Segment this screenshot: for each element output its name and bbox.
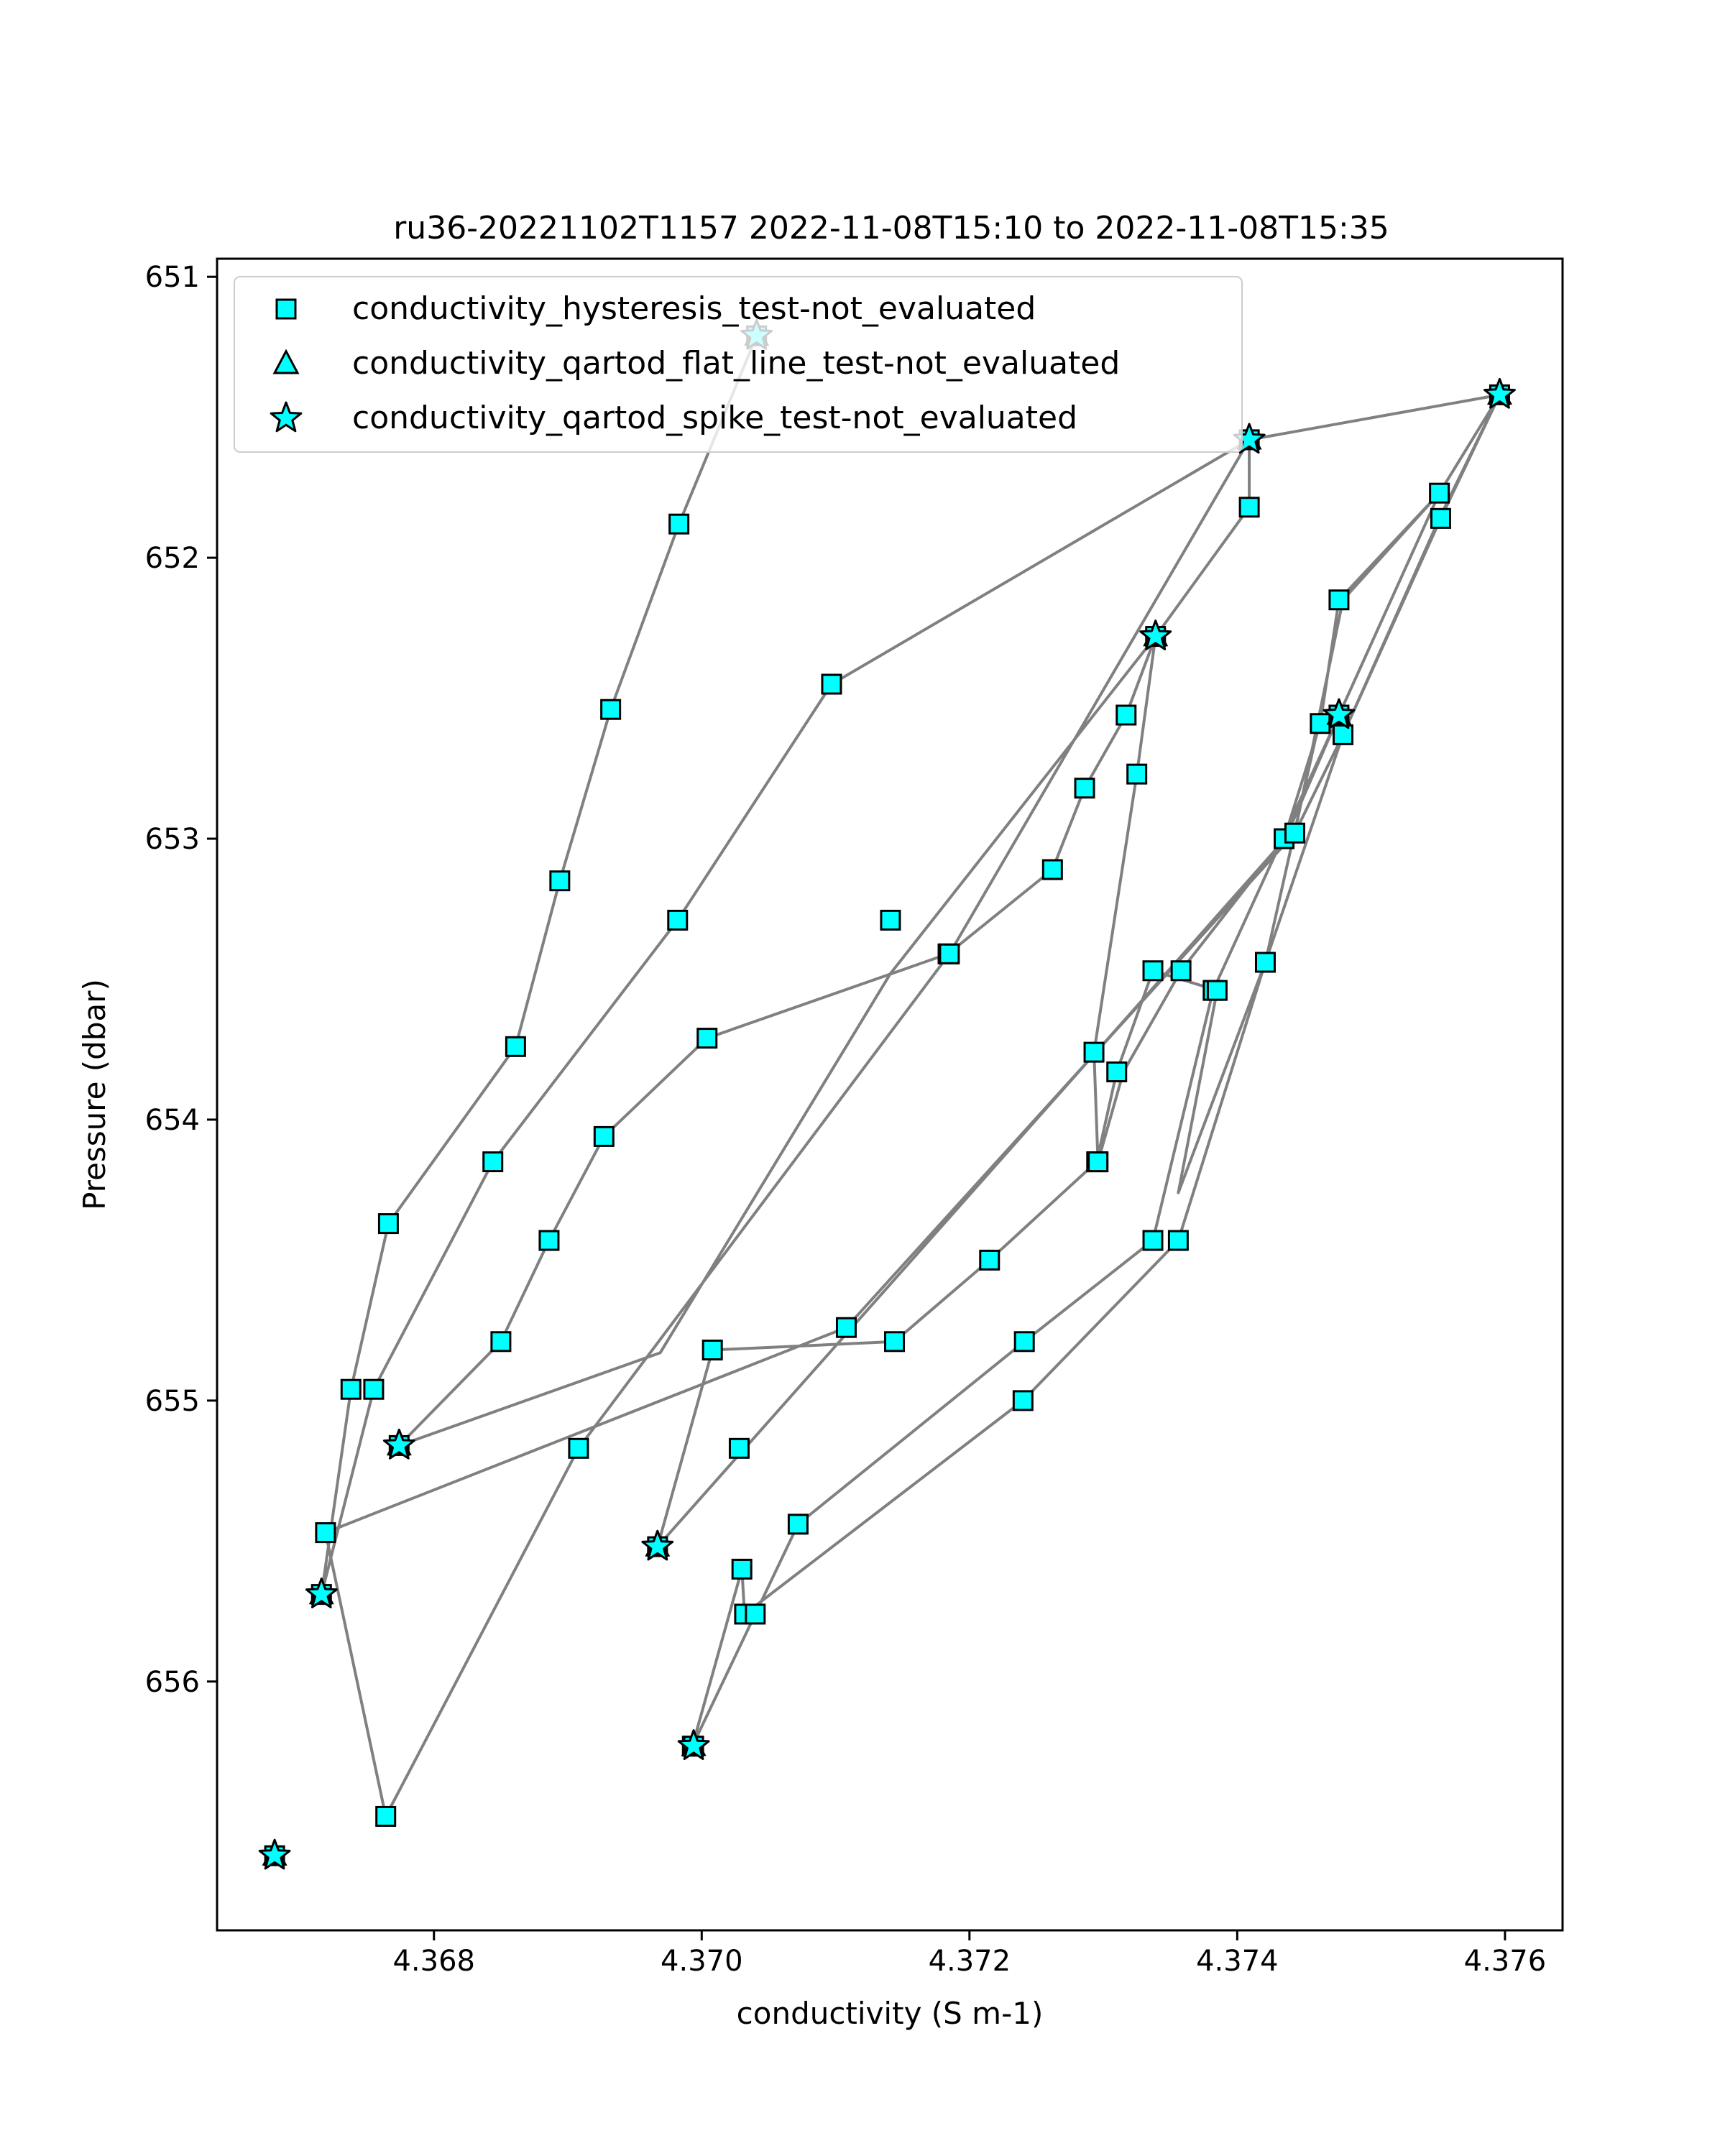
hysteresis-point [1333,724,1354,745]
hysteresis-point [505,1036,526,1057]
data-markers [258,318,1516,1870]
spike-point [305,1577,338,1608]
hysteresis-point [979,1249,1000,1271]
y-tick-label: 652 [145,542,200,575]
hysteresis-point [1074,778,1095,799]
hysteresis-point [1126,763,1148,785]
hysteresis-point [1116,704,1137,726]
hysteresis-point [340,1378,362,1400]
plot-frame [216,257,1564,1932]
spike-point [1322,698,1356,729]
hysteresis-point [1142,960,1164,982]
spike-point [1139,619,1172,650]
legend-star-marker [270,401,303,433]
y-axis-label: Pressure (dbar) [77,979,112,1210]
hysteresis-point [375,1805,397,1827]
legend-entry-label: conductivity_hysteresis_test-not_evaluat… [352,290,1036,327]
legend-entry-label: conductivity_qartod_spike_test-not_evalu… [352,400,1077,436]
hysteresis-point [731,1558,753,1580]
y-axis: 651 652 653 654 655 656 [145,261,217,1699]
hysteresis-point [377,1213,399,1235]
legend-triangle-marker [272,349,300,374]
hysteresis-point [1083,1041,1105,1063]
x-tick-label: 4.372 [929,1945,1011,1978]
hysteresis-point [745,1603,766,1625]
spike-point [258,1838,291,1870]
hysteresis-point [549,870,571,892]
hysteresis-point [363,1378,385,1400]
hysteresis-point [1012,1390,1034,1411]
y-tick-label: 655 [145,1385,200,1418]
spike-point [677,1729,710,1760]
hysteresis-point [1430,507,1451,529]
hysteresis-point [1013,1331,1035,1353]
hysteresis-point [538,1230,560,1251]
hysteresis-point [1106,1061,1128,1082]
y-tick-label: 653 [145,823,200,856]
hysteresis-point [939,943,960,964]
profile-lines [320,335,1501,1818]
legend-entry-label: conductivity_qartod_flat_line_test-not_e… [352,345,1120,382]
hysteresis-point [668,513,690,535]
hysteresis-point [728,1437,750,1459]
hysteresis-point [1167,1230,1189,1251]
hysteresis-point [702,1340,723,1361]
x-tick-label: 4.368 [392,1945,475,1978]
hysteresis-point [821,673,842,695]
hysteresis-point [1170,960,1192,982]
spike-point [382,1428,415,1460]
profile-line [320,335,1501,1818]
hysteresis-point [1238,497,1260,518]
x-tick-label: 4.370 [661,1945,743,1978]
legend-box [234,276,1243,453]
hysteresis-point [667,909,689,931]
hysteresis-point [1254,952,1276,973]
hysteresis-point [315,1522,336,1544]
hysteresis-point [1429,482,1450,504]
hysteresis-point [600,699,622,720]
chart-title: ru36-20221102T1157 2022-11-08T15:10 to 2… [393,210,1389,247]
y-tick-label: 651 [145,261,200,294]
hysteresis-point [835,1317,857,1338]
hysteresis-point [696,1028,718,1049]
x-axis-label: conductivity (S m-1) [737,1996,1044,2031]
hysteresis-point [880,909,901,931]
y-tick-label: 656 [145,1666,200,1699]
legend-square-marker [275,298,297,320]
hysteresis-point [1206,980,1228,1001]
hysteresis-point [1087,1151,1109,1173]
y-tick-label: 654 [145,1104,200,1137]
x-tick-label: 4.374 [1196,1945,1279,1978]
hysteresis-point [787,1514,809,1535]
spike-point [1484,377,1516,409]
x-axis: 4.368 4.370 4.372 4.374 4.376 [392,1930,1546,1978]
hysteresis-point [568,1437,589,1459]
hysteresis-point [1284,822,1305,844]
spike-point [641,1529,674,1561]
hysteresis-point [482,1151,504,1173]
hysteresis-point [1142,1230,1164,1251]
hysteresis-point [884,1331,906,1353]
legend: conductivity_hysteresis_test-not_evaluat… [234,276,1243,453]
hysteresis-point [1310,713,1331,734]
hysteresis-point [593,1125,615,1147]
hysteresis-point [490,1331,512,1353]
x-tick-label: 4.376 [1464,1945,1547,1978]
hysteresis-point [1041,859,1063,880]
hysteresis-point [1328,589,1350,611]
